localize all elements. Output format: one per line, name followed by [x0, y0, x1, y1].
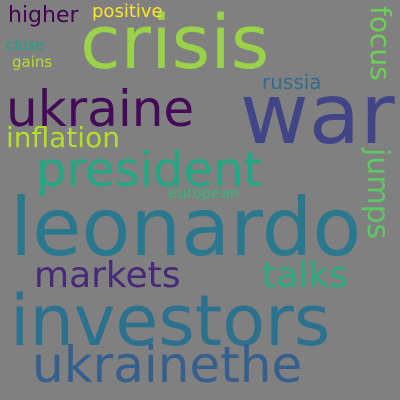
word-gains: gains — [12, 53, 53, 71]
word-higher: higher — [8, 3, 79, 28]
word-russia: russia — [262, 70, 322, 94]
word-president: president — [36, 142, 263, 198]
word-markets: markets — [34, 255, 181, 296]
word-positive: positive — [92, 1, 163, 22]
word-close: close — [6, 36, 45, 54]
word-investors: investors — [10, 280, 331, 362]
word-jumps: jumps — [360, 148, 395, 240]
word-war: war — [240, 65, 395, 163]
word-talks: talks — [262, 255, 348, 296]
word-inflation: inflation — [6, 121, 120, 154]
word-ukraine: ukraine — [6, 80, 195, 138]
word-european: european — [168, 184, 240, 202]
word-crisis: crisis — [80, 0, 270, 86]
word-focus: focus — [364, 6, 397, 81]
word-ukrainethe: ukrainethe — [32, 336, 303, 394]
word-leonardo: leonardo — [10, 181, 362, 274]
